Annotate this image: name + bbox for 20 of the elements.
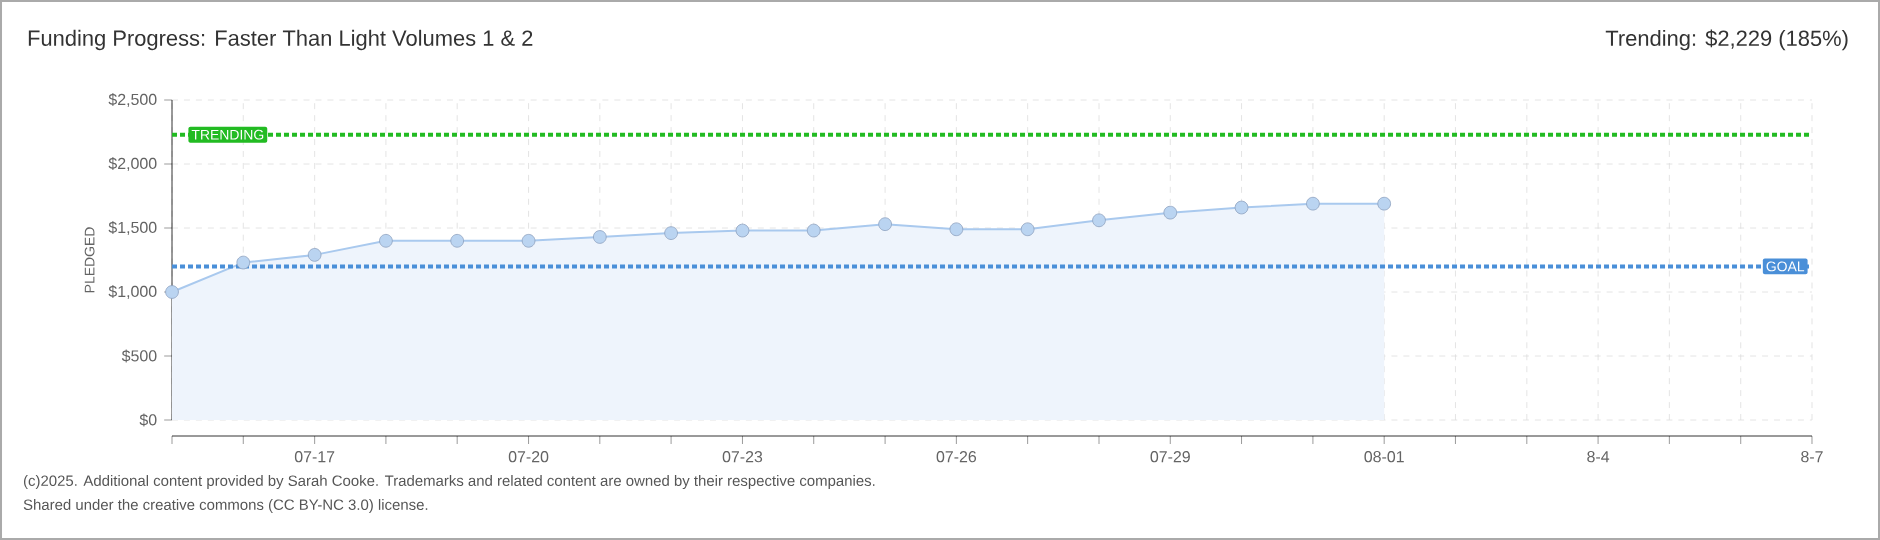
point — [521, 234, 536, 248]
chart-subtitle: Trending: $2,229 (185%) — [1605, 29, 1848, 51]
point — [450, 234, 464, 248]
point — [735, 223, 750, 238]
point — [236, 255, 251, 270]
point — [593, 230, 607, 244]
point — [1092, 213, 1106, 228]
point — [664, 226, 678, 240]
point — [1306, 196, 1320, 211]
point — [307, 248, 322, 262]
point — [806, 223, 821, 238]
point — [878, 217, 892, 231]
point — [379, 234, 393, 248]
point — [1020, 222, 1035, 237]
point — [1163, 205, 1178, 220]
chart-title: Funding Progress: Faster Than Light Volumes 1 & 2 — [28, 29, 533, 51]
point — [949, 222, 964, 237]
point — [165, 285, 179, 299]
point — [1234, 200, 1249, 215]
point — [1377, 196, 1391, 211]
